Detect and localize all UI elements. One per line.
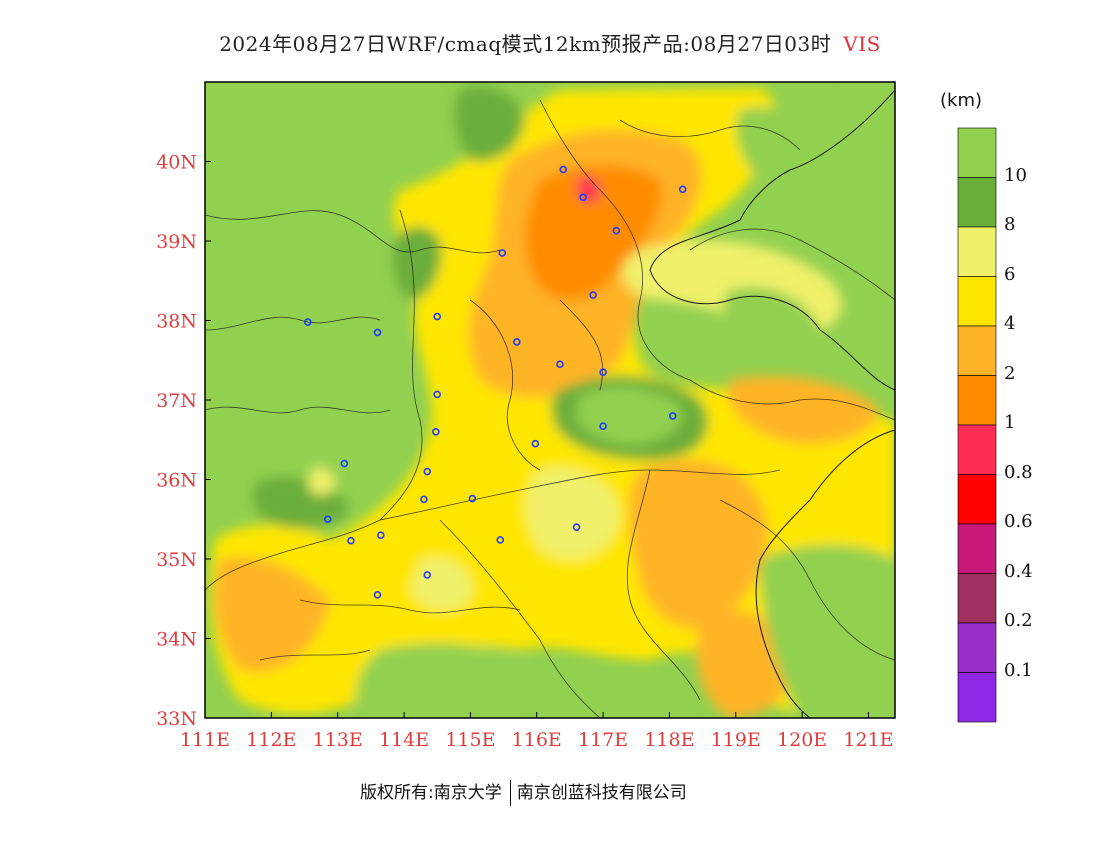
lon-tick-label: 115E bbox=[445, 729, 495, 751]
colorbar-label: 0.4 bbox=[1004, 560, 1033, 582]
city-marker bbox=[556, 360, 564, 369]
city-marker bbox=[496, 536, 505, 544]
lat-tick-label: 33N bbox=[156, 708, 197, 730]
colorbar-label: 6 bbox=[1004, 263, 1016, 285]
lat-tick-label: 38N bbox=[156, 311, 197, 333]
colorbar-label: 1 bbox=[1004, 412, 1016, 433]
colorbar-swatch bbox=[957, 672, 997, 723]
city-marker bbox=[579, 193, 587, 202]
lat-tick-label: 35N bbox=[156, 549, 197, 571]
city-marker bbox=[340, 459, 349, 468]
colorbar-swatch bbox=[957, 424, 997, 475]
city-marker bbox=[668, 412, 677, 420]
city-marker bbox=[373, 590, 382, 599]
colorbar-swatch bbox=[957, 573, 997, 624]
city-marker bbox=[678, 185, 687, 194]
colorbar-swatch bbox=[957, 325, 997, 376]
lon-tick-label: 121E bbox=[843, 729, 893, 751]
lat-tick-label: 34N bbox=[156, 629, 197, 651]
city-marker bbox=[373, 328, 382, 337]
footer-separator bbox=[509, 780, 511, 806]
title-variable: VIS bbox=[843, 32, 881, 56]
city-marker bbox=[612, 226, 621, 235]
lat-tick-label: 40N bbox=[156, 152, 197, 174]
colorbar-label: 0.8 bbox=[1004, 461, 1033, 483]
colorbar-label: 10 bbox=[1004, 164, 1027, 186]
longitude-axis: 111E 112E 113E 114E 115E 116E 117E 118E 119E 120E… bbox=[180, 712, 894, 751]
city-marker bbox=[423, 467, 432, 476]
lat-tick-label: 36N bbox=[156, 470, 197, 492]
lon-tick-label: 119E bbox=[711, 729, 761, 751]
city-marker bbox=[304, 318, 312, 326]
city-marker bbox=[531, 439, 540, 448]
colorbar-swatch bbox=[957, 523, 997, 574]
lon-tick-label: 120E bbox=[777, 729, 827, 751]
chart-title: 2024年08月27日WRF/cmaq模式12km预报产品:08月27日03时 V… bbox=[0, 28, 1100, 57]
colorbar-unit: (km) bbox=[940, 90, 983, 111]
city-marker bbox=[423, 571, 432, 579]
lon-tick-label: 113E bbox=[313, 729, 363, 751]
lon-tick-label: 118E bbox=[644, 729, 694, 751]
colorbar-label: 0.6 bbox=[1004, 511, 1033, 532]
lon-tick-label: 114E bbox=[379, 729, 429, 751]
city-marker bbox=[599, 422, 607, 431]
colorbar-swatch bbox=[957, 226, 997, 277]
city-marker bbox=[599, 368, 607, 376]
lat-tick-label: 39N bbox=[156, 231, 197, 253]
lon-tick-label: 112E bbox=[246, 729, 296, 751]
colorbar bbox=[957, 127, 997, 723]
city-marker bbox=[498, 249, 507, 257]
lon-tick-label: 116E bbox=[512, 729, 562, 751]
colorbar-swatch bbox=[957, 276, 997, 327]
lon-tick-label: 111E bbox=[180, 729, 230, 751]
copyright-left: 版权所有:南京大学 bbox=[360, 783, 502, 803]
city-marker bbox=[432, 427, 440, 436]
lat-tick-label: 37N bbox=[156, 390, 197, 412]
city-marker bbox=[572, 523, 581, 532]
city-marker bbox=[513, 338, 521, 346]
colorbar-swatch bbox=[957, 127, 997, 178]
city-marker bbox=[420, 495, 428, 504]
copyright-right: 南京创蓝科技有限公司 bbox=[516, 783, 687, 803]
copyright-footer: 版权所有:南京大学 南京创蓝科技有限公司 bbox=[360, 778, 687, 806]
colorbar-swatch bbox=[957, 177, 997, 228]
city-marker bbox=[433, 390, 442, 399]
colorbar-swatch bbox=[957, 474, 997, 525]
visibility-field bbox=[205, 82, 895, 718]
colorbar-label: 2 bbox=[1004, 362, 1016, 384]
title-main: 2024年08月27日WRF/cmaq模式12km预报产品:08月27日03时 bbox=[219, 32, 832, 56]
colorbar-label: 0.2 bbox=[1004, 610, 1033, 631]
city-marker bbox=[323, 515, 332, 524]
city-marker bbox=[559, 165, 568, 174]
city-marker bbox=[468, 494, 477, 503]
city-marker bbox=[589, 291, 597, 299]
city-marker bbox=[347, 536, 355, 545]
lon-tick-label: 117E bbox=[578, 729, 628, 751]
city-markers bbox=[304, 165, 687, 599]
colorbar-label: 8 bbox=[1004, 214, 1016, 235]
colorbar-swatch bbox=[957, 622, 997, 673]
latitude-axis: 40N 39N 38N 37N 36N 35N 34N 33N bbox=[156, 152, 211, 730]
colorbar-label: 4 bbox=[1004, 313, 1016, 334]
city-marker bbox=[433, 312, 442, 321]
city-marker bbox=[377, 531, 385, 539]
colorbar-label: 0.1 bbox=[1004, 659, 1033, 681]
colorbar-swatch bbox=[957, 375, 997, 426]
